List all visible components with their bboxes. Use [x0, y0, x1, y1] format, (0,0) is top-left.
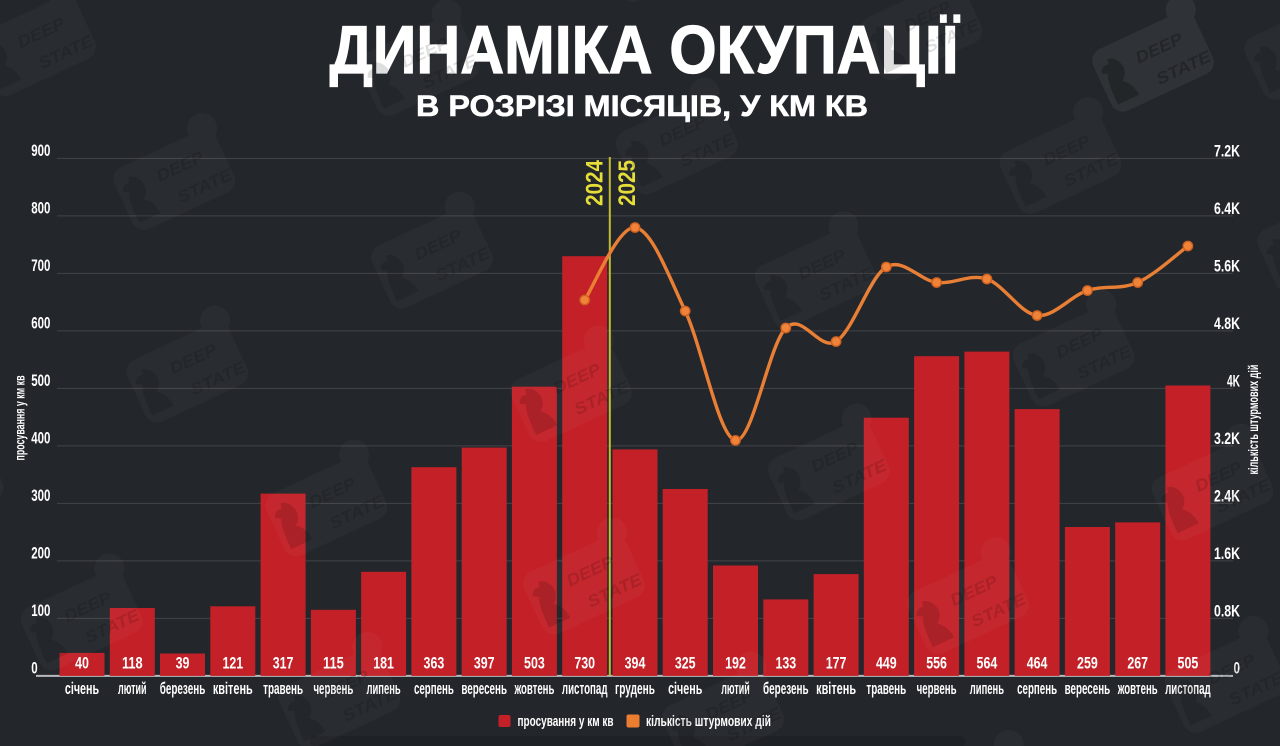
svg-text:118: 118: [122, 654, 143, 673]
svg-text:7.2K: 7.2K: [1214, 143, 1240, 161]
svg-text:397: 397: [474, 654, 495, 673]
svg-text:серпень: серпень: [1017, 680, 1057, 698]
svg-text:листопад: листопад: [562, 680, 608, 698]
svg-text:133: 133: [775, 654, 796, 673]
svg-text:березень: березень: [763, 680, 809, 698]
svg-text:квітень: квітень: [213, 680, 253, 698]
svg-text:600: 600: [31, 315, 50, 333]
svg-text:просування у км кв: просування у км кв: [518, 713, 614, 730]
svg-text:В РОЗРІЗІ МІСЯЦІВ, У КМ КВ: В РОЗРІЗІ МІСЯЦІВ, У КМ КВ: [416, 90, 868, 123]
svg-text:267: 267: [1127, 654, 1148, 673]
svg-text:259: 259: [1077, 654, 1098, 673]
svg-text:900: 900: [31, 142, 50, 160]
svg-text:4K: 4K: [1227, 373, 1240, 391]
svg-text:березень: березень: [160, 680, 206, 698]
svg-text:800: 800: [31, 200, 50, 218]
svg-text:564: 564: [977, 654, 998, 673]
svg-text:0: 0: [31, 660, 37, 678]
svg-text:200: 200: [31, 545, 50, 563]
svg-text:300: 300: [31, 487, 50, 505]
svg-text:503: 503: [524, 654, 545, 673]
svg-text:червень: червень: [917, 680, 957, 698]
svg-text:серпень: серпень: [414, 680, 454, 698]
svg-text:1.6K: 1.6K: [1214, 545, 1240, 563]
svg-text:вересень: вересень: [1065, 680, 1111, 698]
svg-text:січень: січень: [668, 680, 702, 698]
svg-text:449: 449: [876, 654, 897, 673]
svg-text:700: 700: [31, 257, 50, 275]
svg-text:556: 556: [926, 654, 947, 673]
svg-text:500: 500: [31, 372, 50, 390]
svg-text:жовтень: жовтень: [514, 680, 554, 698]
svg-text:730: 730: [574, 654, 595, 673]
svg-text:121: 121: [222, 654, 243, 673]
svg-text:липень: липень: [970, 680, 1004, 698]
svg-text:січень: січень: [65, 680, 99, 698]
svg-text:5.6K: 5.6K: [1214, 258, 1240, 276]
svg-text:177: 177: [826, 654, 847, 673]
svg-text:325: 325: [675, 654, 696, 673]
svg-text:травень: травень: [866, 680, 906, 698]
svg-text:жовтень: жовтень: [1117, 680, 1157, 698]
svg-text:394: 394: [625, 654, 646, 673]
svg-text:39: 39: [176, 654, 190, 673]
svg-text:6.4K: 6.4K: [1214, 200, 1240, 218]
svg-text:363: 363: [424, 654, 445, 673]
svg-text:квітень: квітень: [816, 680, 856, 698]
svg-text:400: 400: [31, 430, 50, 448]
svg-text:грудень: грудень: [615, 680, 655, 698]
svg-text:317: 317: [273, 654, 294, 673]
svg-text:просування у км кв: просування у км кв: [12, 375, 28, 460]
svg-text:2024: 2024: [582, 159, 609, 206]
svg-text:0.8K: 0.8K: [1214, 602, 1240, 620]
svg-text:464: 464: [1027, 654, 1048, 673]
svg-text:4.8K: 4.8K: [1214, 315, 1240, 333]
svg-text:лютий: лютий: [118, 680, 147, 698]
svg-text:вересень: вересень: [461, 680, 507, 698]
